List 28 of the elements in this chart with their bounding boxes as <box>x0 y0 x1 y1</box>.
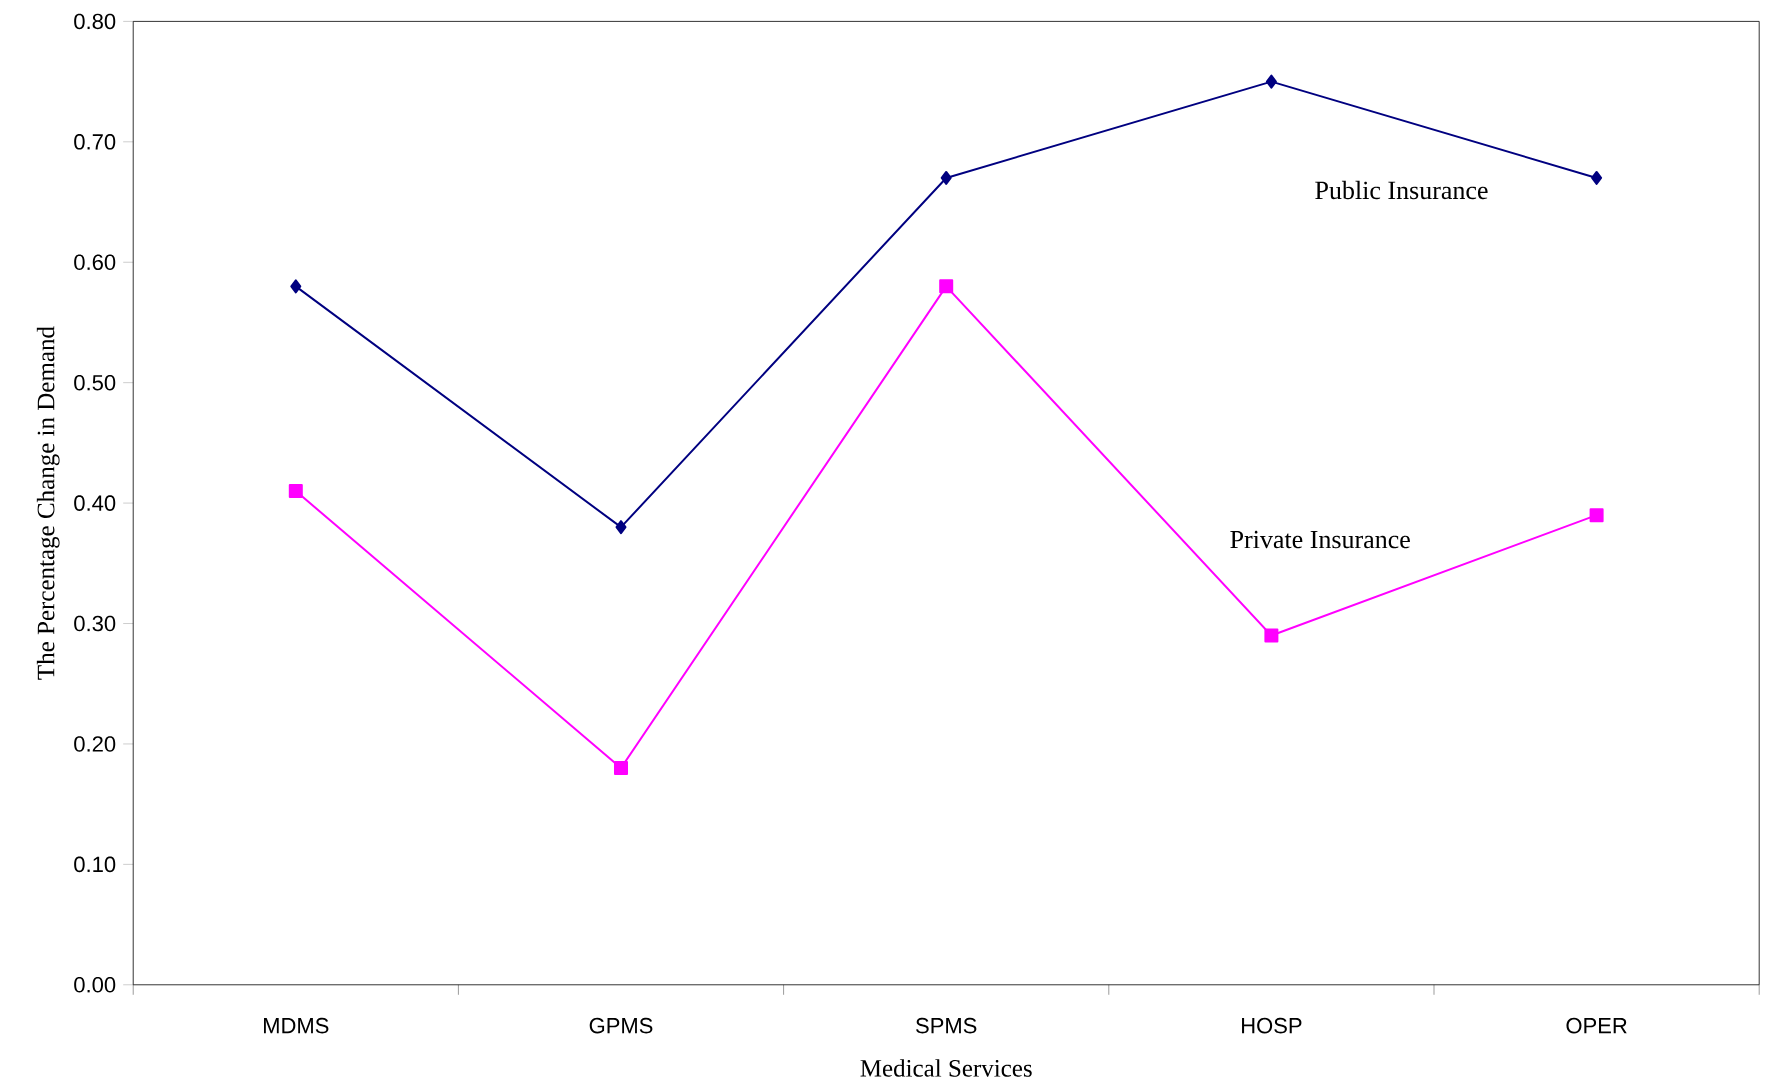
series-label: Private Insurance <box>1230 530 1410 549</box>
point <box>615 520 627 535</box>
series-label: Public Insurance <box>1315 180 1488 200</box>
y-tick-label: 0.00 <box>74 977 116 993</box>
x-axis-title: Medical Services <box>860 1059 1032 1077</box>
point <box>1591 170 1603 185</box>
x-tick-label: OPER <box>1566 1017 1627 1034</box>
x-tick-label: MDMS <box>264 1017 329 1034</box>
point <box>614 761 628 776</box>
y-tick-label: 0.20 <box>74 736 116 752</box>
y-axis-title: The Percentage Change in Demand <box>36 326 60 680</box>
y-tick-label: 0.10 <box>74 856 116 873</box>
x-tick-label: HOSP <box>1242 1017 1302 1034</box>
x-tick-label: GPMS <box>589 1017 653 1034</box>
point <box>939 279 954 294</box>
point <box>288 484 303 499</box>
y-tick-label: 0.60 <box>74 254 116 271</box>
x-tick-label: SPMS <box>916 1017 977 1034</box>
y-tick-label: 0.30 <box>74 615 116 632</box>
point <box>290 279 302 294</box>
point <box>1264 628 1279 643</box>
point <box>940 170 952 185</box>
y-tick-label: 0.50 <box>74 374 116 391</box>
y-tick-label: 0.70 <box>74 134 116 150</box>
point <box>1589 508 1604 523</box>
point <box>1265 74 1277 89</box>
y-tick-label: 0.80 <box>74 13 116 30</box>
y-tick-label: 0.40 <box>74 495 116 511</box>
